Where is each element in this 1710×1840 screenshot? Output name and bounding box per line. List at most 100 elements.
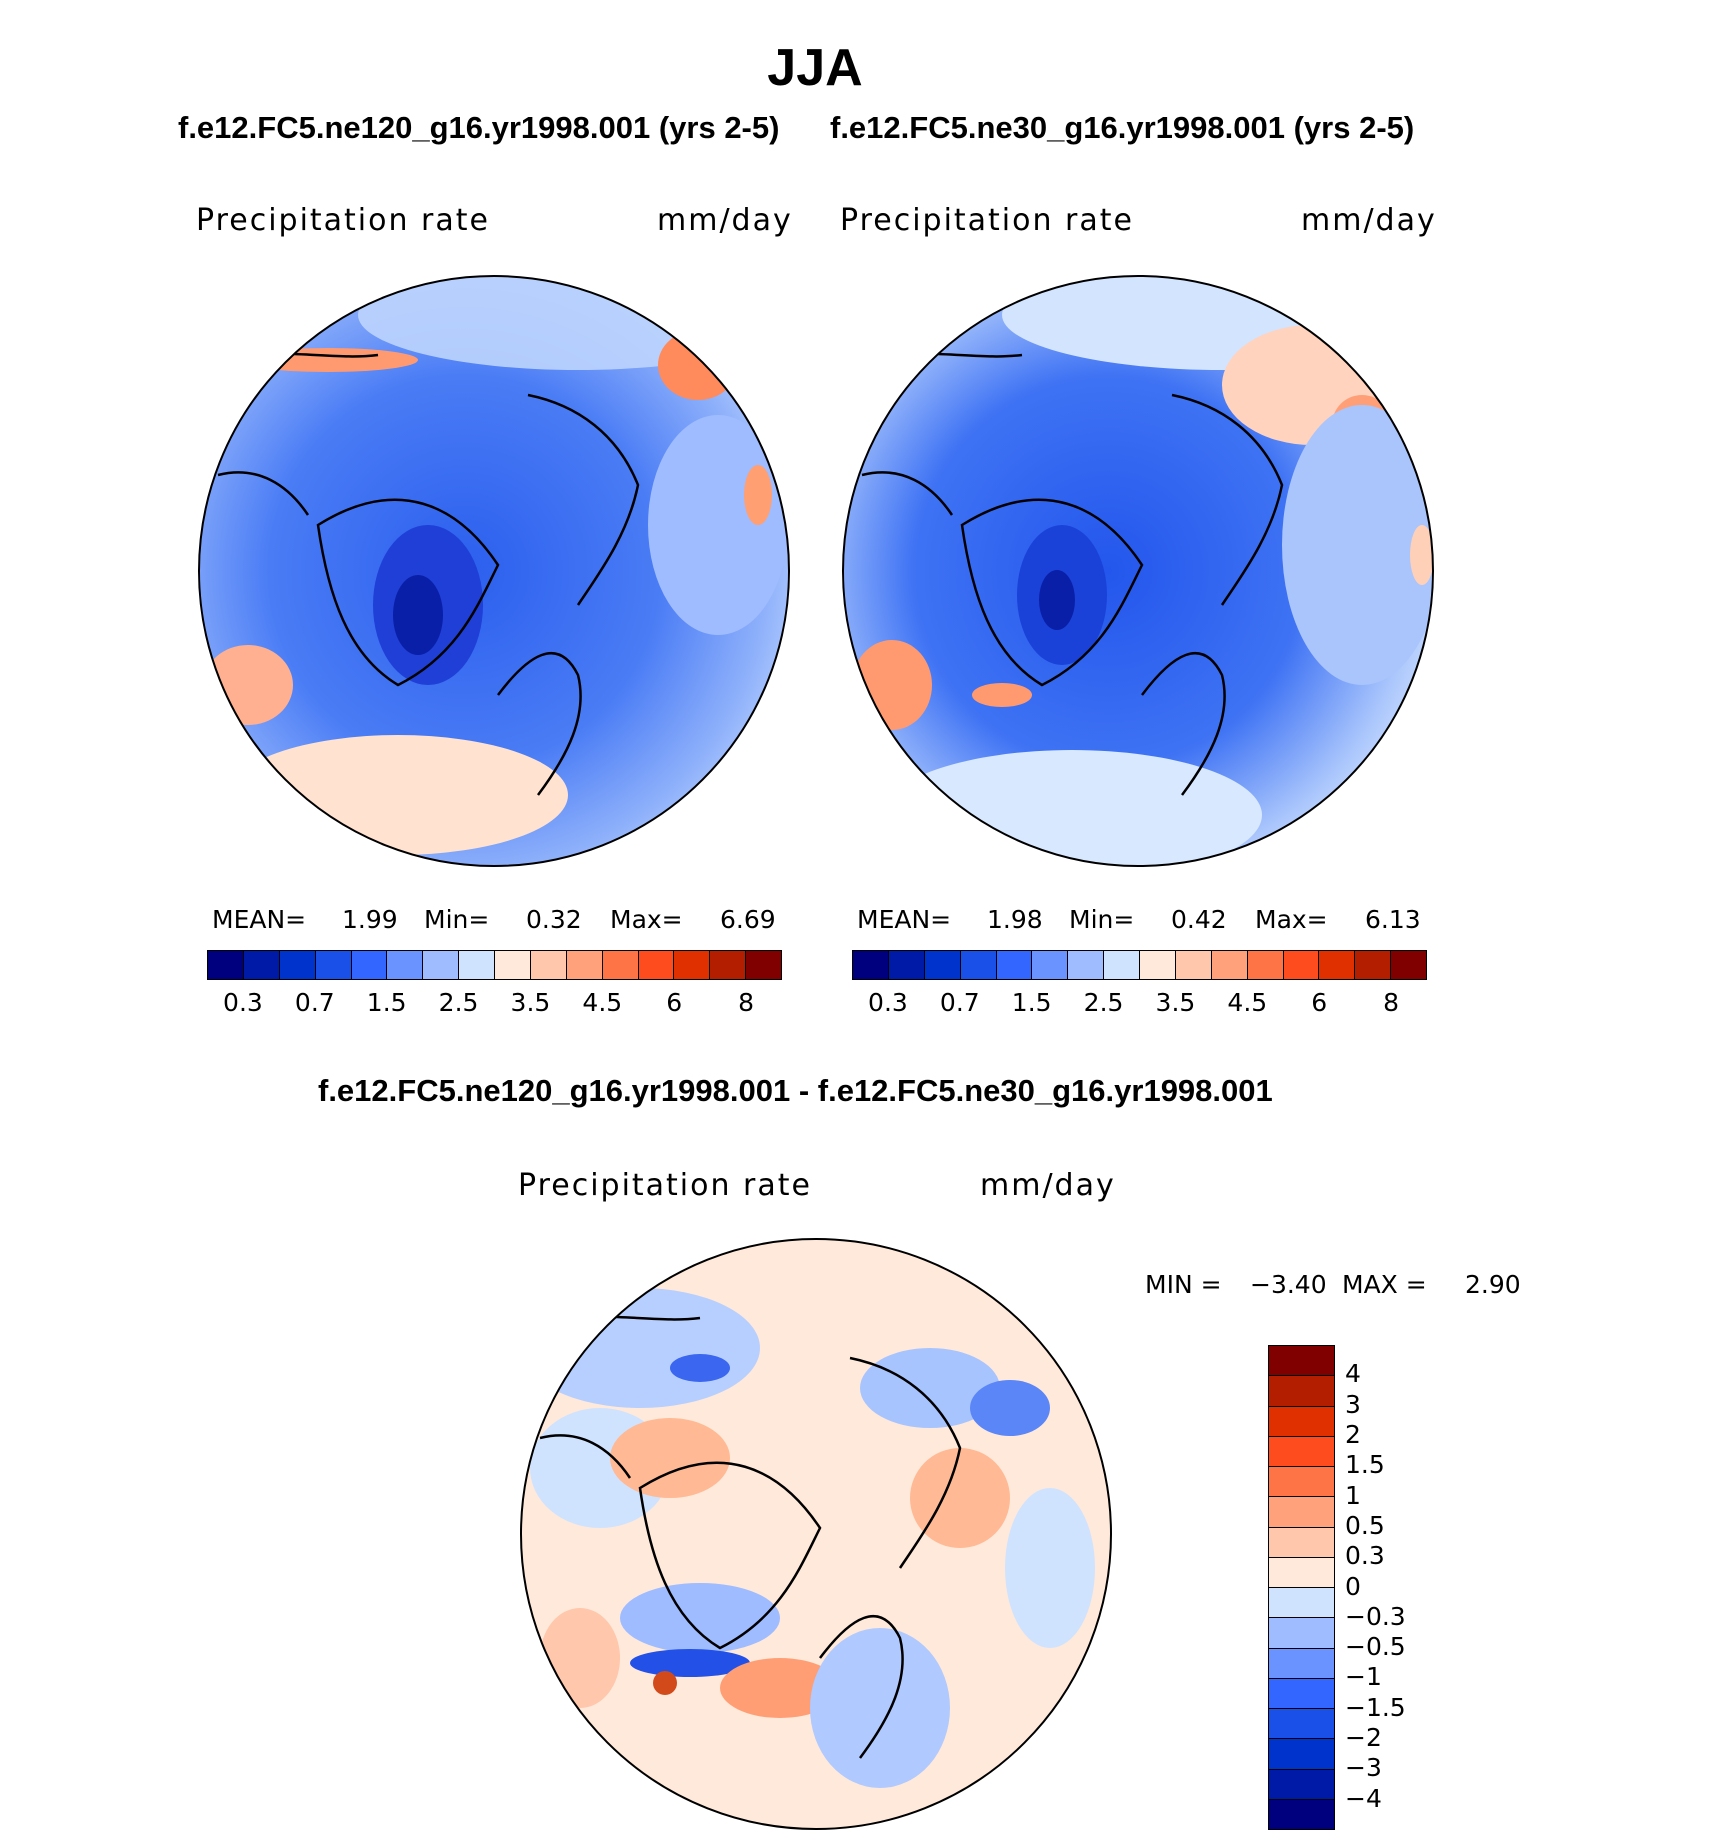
panel1-colorbar-swatch <box>602 951 639 979</box>
panel2-colorbar-swatch <box>1032 951 1069 979</box>
panel1-colorbar-tick-label: 1.5 <box>366 988 407 1017</box>
panel1-colorbar-swatch <box>351 951 388 979</box>
panel1-case-title: f.e12.FC5.ne120_g16.yr1998.001 (yrs 2-5) <box>178 110 780 145</box>
diff-colorbar-tick-label: −2 <box>1345 1723 1382 1753</box>
panel1-variable-label: Precipitation rate <box>196 203 490 238</box>
panel2-colorbar-tick-label: 1.5 <box>1011 988 1052 1017</box>
panel2-colorbar-tick-label: 2.5 <box>1083 988 1124 1017</box>
panel2-colorbar-ticks: 0.3 0.7 1.5 2.5 3.5 4.5 6 8 <box>852 988 1427 1018</box>
panel2-colorbar-swatch <box>853 951 889 979</box>
diff-colorbar-tick-label: −3 <box>1345 1753 1382 1783</box>
panel1-colorbar-swatch <box>423 951 460 979</box>
panel1-colorbar-swatch <box>566 951 603 979</box>
panel2-colorbar-swatch <box>1319 951 1356 979</box>
panel1-colorbar-swatch <box>638 951 675 979</box>
panel2-colorbar-swatch <box>1068 951 1105 979</box>
panel1-colorbar-swatch <box>459 951 495 979</box>
panel2-colorbar-tick-label: 3.5 <box>1155 988 1196 1017</box>
panel1-mean-label: MEAN= <box>212 905 307 934</box>
panel2-variable-label: Precipitation rate <box>840 203 1134 238</box>
panel2-colorbar-tick-label: 6 <box>1311 988 1328 1017</box>
diff-colorbar-swatch <box>1269 1467 1334 1498</box>
panel2-mean-value: 1.98 <box>987 905 1043 934</box>
diff-colorbar-swatch <box>1269 1618 1334 1649</box>
panel1-colorbar-swatch <box>279 951 316 979</box>
diff-min-value: −3.40 <box>1250 1270 1327 1299</box>
diff-colorbar-swatch <box>1269 1376 1334 1407</box>
diff-colorbar-tick-label: 1.5 <box>1345 1450 1385 1480</box>
panel1-colorbar <box>207 950 782 980</box>
diff-colorbar-ticks: 4 3 2 1.5 1 0.5 0.3 0 −0.3 −0.5 −1 −1.5 −2 −3 −4 <box>1345 1345 1465 1830</box>
panel1-colorbar-tick-label: 0.7 <box>294 988 335 1017</box>
diff-colorbar-swatch <box>1269 1527 1334 1558</box>
panel1-colorbar-tick-label: 8 <box>738 988 755 1017</box>
panel1-colorbar-swatch <box>243 951 280 979</box>
panel1-max-value: 6.69 <box>720 905 776 934</box>
diff-colorbar-swatch <box>1269 1648 1334 1679</box>
diff-colorbar-tick-label: 3 <box>1345 1389 1361 1419</box>
diff-colorbar-swatch <box>1269 1557 1334 1588</box>
panel2-colorbar-swatch <box>1355 951 1392 979</box>
panel2-polar-map <box>842 275 1434 867</box>
diff-colorbar-swatch <box>1269 1709 1334 1740</box>
panel2-colorbar-swatch <box>1283 951 1320 979</box>
panel2-colorbar-swatch <box>960 951 997 979</box>
diff-colorbar-tick-label: 4 <box>1345 1359 1361 1389</box>
figure-title: JJA <box>767 39 863 97</box>
diff-colorbar-tick-label: −1.5 <box>1345 1692 1406 1722</box>
panel2-colorbar-swatch <box>924 951 961 979</box>
diff-colorbar-tick-label: 1 <box>1345 1480 1361 1510</box>
panel1-units-label: mm/day <box>657 203 793 238</box>
diff-polar-map <box>520 1238 1112 1830</box>
diff-colorbar-swatch <box>1269 1799 1334 1829</box>
panel2-min-label: Min= <box>1069 905 1135 934</box>
panel2-colorbar-swatch <box>1175 951 1212 979</box>
diff-colorbar-swatch <box>1269 1588 1334 1619</box>
diff-colorbar-tick-label: 2 <box>1345 1419 1361 1449</box>
panel2-case-title: f.e12.FC5.ne30_g16.yr1998.001 (yrs 2-5) <box>830 110 1415 145</box>
panel1-colorbar-swatch <box>208 951 244 979</box>
diff-colorbar-tick-label: −4 <box>1345 1783 1382 1813</box>
diff-units-label: mm/day <box>980 1168 1116 1203</box>
diff-colorbar-swatch <box>1269 1497 1334 1528</box>
panel2-colorbar-tick-label: 0.3 <box>868 988 908 1017</box>
diff-max-value: 2.90 <box>1465 1270 1521 1299</box>
panel1-polar-map <box>198 275 790 867</box>
panel2-colorbar <box>852 950 1427 980</box>
panel2-colorbar-swatch <box>1104 951 1140 979</box>
panel1-colorbar-swatch <box>387 951 424 979</box>
panel2-colorbar-tick-label: 4.5 <box>1227 988 1268 1017</box>
panel1-colorbar-swatch <box>530 951 567 979</box>
panel2-units-label: mm/day <box>1301 203 1437 238</box>
panel1-colorbar-tick-label: 6 <box>666 988 683 1017</box>
panel1-colorbar-swatch <box>495 951 531 979</box>
diff-max-label: MAX = <box>1342 1270 1427 1299</box>
panel1-colorbar-swatch <box>746 951 781 979</box>
panel2-colorbar-swatch <box>1140 951 1176 979</box>
diff-colorbar <box>1268 1345 1335 1830</box>
diff-colorbar-tick-label: −1 <box>1345 1662 1382 1692</box>
panel1-colorbar-ticks: 0.3 0.7 1.5 2.5 3.5 4.5 6 8 <box>207 988 782 1018</box>
diff-colorbar-swatch <box>1269 1436 1334 1467</box>
panel2-max-value: 6.13 <box>1365 905 1421 934</box>
panel1-colorbar-swatch <box>674 951 711 979</box>
panel2-colorbar-swatch <box>996 951 1033 979</box>
panel1-colorbar-tick-label: 2.5 <box>438 988 479 1017</box>
panel1-colorbar-swatch <box>710 951 747 979</box>
diff-colorbar-tick-label: 0.3 <box>1345 1541 1385 1571</box>
panel1-colorbar-tick-label: 4.5 <box>582 988 623 1017</box>
diff-colorbar-tick-label: −0.5 <box>1345 1632 1406 1662</box>
diff-title: f.e12.FC5.ne120_g16.yr1998.001 - f.e12.F… <box>318 1073 1273 1108</box>
diff-colorbar-tick-label: 0.5 <box>1345 1510 1385 1540</box>
diff-colorbar-tick-label: 0 <box>1345 1571 1361 1601</box>
panel1-min-label: Min= <box>424 905 490 934</box>
panel2-colorbar-swatch <box>1391 951 1426 979</box>
panel2-mean-label: MEAN= <box>857 905 952 934</box>
panel2-colorbar-tick-label: 8 <box>1383 988 1400 1017</box>
panel2-colorbar-swatch <box>888 951 925 979</box>
panel2-min-value: 0.42 <box>1171 905 1227 934</box>
panel1-colorbar-swatch <box>315 951 352 979</box>
panel2-colorbar-swatch <box>1247 951 1284 979</box>
diff-colorbar-swatch <box>1269 1346 1334 1377</box>
diff-colorbar-swatch <box>1269 1739 1334 1770</box>
